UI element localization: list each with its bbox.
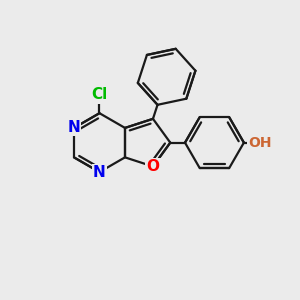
Text: O: O [146, 159, 160, 174]
Text: OH: OH [248, 136, 272, 150]
Text: N: N [93, 165, 106, 180]
Text: N: N [68, 120, 80, 135]
Text: Cl: Cl [91, 87, 108, 102]
